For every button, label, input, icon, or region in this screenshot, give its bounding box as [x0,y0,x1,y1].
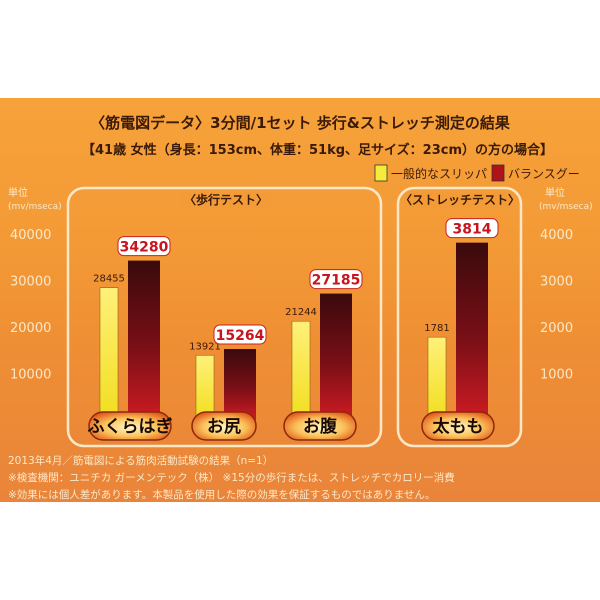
value-label-slipper-お腹: 21244 [285,307,317,318]
right-y-tick-3000: 3000 [540,275,573,290]
value-label-balancegoo-太もも: 3814 [453,222,492,238]
walking-test-title: 〈歩行テスト〉 [184,192,268,207]
value-label-slipper-お尻: 13921 [189,341,221,352]
bar-slipper-ふくらはぎ [99,287,119,421]
left-y-axis: 単位 (mv/mseca) 10000 20000 30000 40000 [8,186,62,383]
left-y-axis-label-line2: (mv/mseca) [8,202,62,212]
emg-result-chart: 〈筋電図データ〉3分間/1セット 歩行&ストレッチ測定の結果 【41歳 女性（身… [8,114,593,501]
value-label-balancegoo-お尻: 15264 [216,328,265,344]
left-y-tick-40000: 40000 [10,228,51,243]
bar-slipper-太もも [427,336,447,421]
category-pill-お腹 [283,411,357,441]
right-y-tick-1000: 1000 [540,368,573,383]
legend-swatch-series2 [491,164,505,182]
right-y-axis-label-line2: (mv/mseca) [539,202,593,212]
walking-test-panel [66,186,383,448]
result-card: 〈筋電図データ〉3分間/1セット 歩行&ストレッチ測定の結果 【41歳 女性（身… [0,98,600,502]
legend: 一般的なスリッパ バランスグー [374,164,580,182]
right-y-axis: 単位 (mv/mseca) 1000 2000 3000 4000 [539,186,593,383]
left-y-tick-10000: 10000 [10,368,51,383]
value-box-balancegoo-お尻 [213,324,267,345]
stretch-title-bg [408,192,512,208]
category-pill-お尻 [191,411,257,441]
legend-swatch-series1 [374,164,388,182]
bar-slipper-お尻 [195,354,215,421]
footnote-3: ※効果には個人差があります。本製品を使用した際の効果を保証するものではありません… [8,488,435,501]
category-pill-ふくらはぎ [88,411,172,441]
category-label-お腹: お腹 [303,416,338,437]
legend-label-series1: 一般的なスリッパ [391,166,487,181]
value-label-slipper-太もも: 1781 [424,323,449,334]
legend-label-series2: バランスグー [508,167,580,181]
value-box-balancegoo-ふくらはぎ [117,236,171,257]
value-label-slipper-ふくらはぎ: 28455 [93,274,125,285]
value-box-balancegoo-太もも [445,218,499,239]
footnote-2: ※検査機関：ユニチカ ガーメンテック（株） ※15分の歩行または、ストレッチでカ… [8,471,455,484]
category-label-お尻: お尻 [207,417,241,437]
category-pill-太もも [421,411,495,441]
value-box-balancegoo-お腹 [309,269,363,290]
right-y-axis-label-line1: 単位 [545,186,565,199]
right-y-tick-2000: 2000 [540,321,573,336]
bar-balancegoo-お尻 [224,349,256,420]
bar-balancegoo-ふくらはぎ [128,260,160,420]
left-y-axis-label-line1: 単位 [8,186,28,199]
right-y-tick-4000: 4000 [540,228,573,243]
chart-title: 〈筋電図データ〉3分間/1セット 歩行&ストレッチ測定の結果 [90,114,511,132]
category-label-太もも: 太もも [433,416,484,437]
chart-subtitle: 【41歳 女性（身長：153cm、体重：51kg、足サイズ：23cm）の方の場合… [82,142,553,158]
footnote-1: 2013年4月／筋電図による筋肉活動試験の結果（n=1） [8,454,273,467]
walking-title-bg [180,192,272,208]
value-label-balancegoo-ふくらはぎ: 34280 [120,240,169,256]
stretch-test-panel [396,186,523,448]
bar-balancegoo-太もも [456,242,488,420]
stretch-test-title: 〈ストレッチテスト〉 [400,192,520,207]
bar-slipper-お腹 [291,320,311,421]
left-y-tick-20000: 20000 [10,321,51,336]
bar-balancegoo-お腹 [320,293,352,420]
left-y-tick-30000: 30000 [10,275,51,290]
category-label-ふくらはぎ: ふくらはぎ [88,416,173,437]
value-label-balancegoo-お腹: 27185 [312,273,361,289]
